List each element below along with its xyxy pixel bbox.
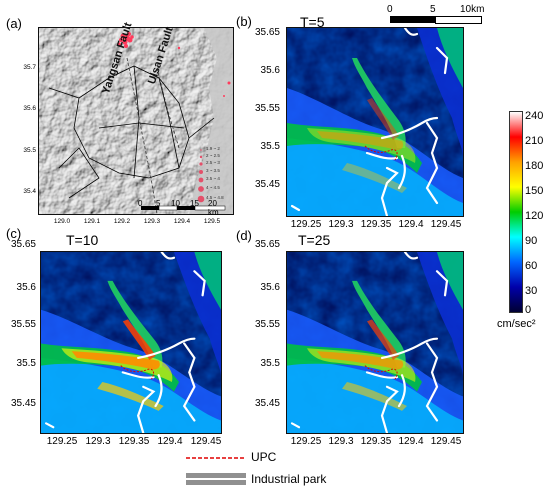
- lat-tick: 35.45: [10, 398, 36, 409]
- scale-label: 5: [156, 199, 161, 208]
- lon-tick: 129.5: [203, 218, 221, 225]
- pga-map-b: [286, 27, 464, 217]
- lon-tick: 129.25: [290, 436, 322, 447]
- scale-label: 0: [138, 199, 143, 208]
- lon-tick: 129.1: [83, 218, 101, 225]
- panel-d-label: (d): [236, 228, 252, 243]
- magnitude-item: 4 ~ 4.5: [206, 185, 220, 190]
- pga-map-d: [286, 251, 464, 434]
- colorbar-tick: 30: [525, 285, 538, 297]
- colorbar-gradient: [509, 111, 523, 313]
- lat-tick: 35.5: [16, 358, 36, 369]
- relief-map-a: [38, 27, 234, 215]
- lat-tick: 35.65: [10, 239, 36, 250]
- lat-tick: 35.7: [23, 64, 36, 71]
- lon-tick: 129.2: [113, 218, 131, 225]
- lat-tick: 35.45: [254, 179, 280, 190]
- pga-map-c: [40, 251, 222, 434]
- lat-tick: 35.55: [254, 103, 280, 114]
- colorbar-tick: 90: [525, 235, 538, 247]
- lon-tick: 129.25: [46, 436, 78, 447]
- lat-tick: 35.55: [10, 319, 36, 330]
- colorbar-unit: cm/sec²: [497, 318, 536, 330]
- lon-tick: 129.45: [190, 436, 222, 447]
- km-scale-white: [435, 16, 482, 24]
- upc-legend-label: UPC: [251, 450, 277, 464]
- lon-tick: 129.35: [360, 436, 392, 447]
- colorbar-tick: 240: [525, 110, 544, 122]
- scale-label: 15: [190, 199, 199, 208]
- lat-tick: 35.6: [23, 105, 36, 112]
- panel-b-label: (b): [236, 14, 252, 29]
- scale-label: 10: [171, 199, 180, 208]
- lon-tick: 129.45: [430, 436, 462, 447]
- km-scale-label: 0: [387, 4, 393, 15]
- lon-tick: 129.25: [290, 219, 322, 230]
- upc-line-symbol: [186, 457, 246, 459]
- lat-tick: 35.5: [260, 141, 280, 152]
- colorbar-tick: 210: [525, 135, 544, 147]
- magnitude-item: 1.9 ~ 2: [206, 146, 220, 151]
- lat-tick: 35.6: [260, 282, 280, 293]
- lon-tick: 129.35: [118, 436, 150, 447]
- lon-tick: 129.4: [398, 219, 424, 230]
- magnitude-item: 3 ~ 3.5: [206, 168, 220, 173]
- colorbar-tick: 60: [525, 260, 538, 272]
- scale-label: 20 km: [208, 199, 219, 217]
- lon-tick: 129.35: [360, 219, 392, 230]
- lon-tick: 129.3: [85, 436, 111, 447]
- lat-tick: 35.45: [254, 398, 280, 409]
- lat-tick: 35.65: [254, 27, 280, 38]
- lon-tick: 129.4: [173, 218, 191, 225]
- lon-tick: 129.4: [157, 436, 183, 447]
- colorbar-tick: 120: [525, 210, 544, 222]
- colorbar-tick: 180: [525, 160, 544, 172]
- magnitude-item: 4.5 ~ 4.8: [206, 195, 224, 200]
- lat-tick: 35.6: [260, 65, 280, 76]
- colorbar-tick: 150: [525, 185, 544, 197]
- km-scale-label: 10km: [460, 4, 485, 15]
- lon-tick: 129.3: [328, 219, 354, 230]
- lat-tick: 35.5: [260, 358, 280, 369]
- lat-tick: 35.55: [254, 319, 280, 330]
- industrial-park-symbol: [186, 473, 246, 485]
- lat-tick: 35.5: [23, 147, 36, 154]
- lat-tick: 35.6: [16, 282, 36, 293]
- km-scale-label: 5: [430, 4, 436, 15]
- km-scale-black: [390, 16, 435, 23]
- lon-tick: 129.3: [328, 436, 354, 447]
- lon-tick: 129.3: [143, 218, 161, 225]
- panel-c-label: (c): [6, 226, 22, 241]
- lat-tick: 35.65: [254, 239, 280, 250]
- lat-tick: 35.4: [23, 188, 36, 195]
- lon-tick: 129.0: [53, 218, 71, 225]
- lon-tick: 129.4: [398, 436, 424, 447]
- lon-tick: 129.45: [430, 219, 462, 230]
- magnitude-item: 2 ~ 2.5: [206, 153, 220, 158]
- colorbar-tick: 0: [525, 304, 532, 316]
- industrial-park-legend-label: Industrial park: [251, 472, 327, 486]
- magnitude-item: 2.5 ~ 3: [206, 160, 220, 165]
- magnitude-item: 3.5 ~ 4: [206, 176, 220, 181]
- panel-a-label: (a): [6, 16, 22, 31]
